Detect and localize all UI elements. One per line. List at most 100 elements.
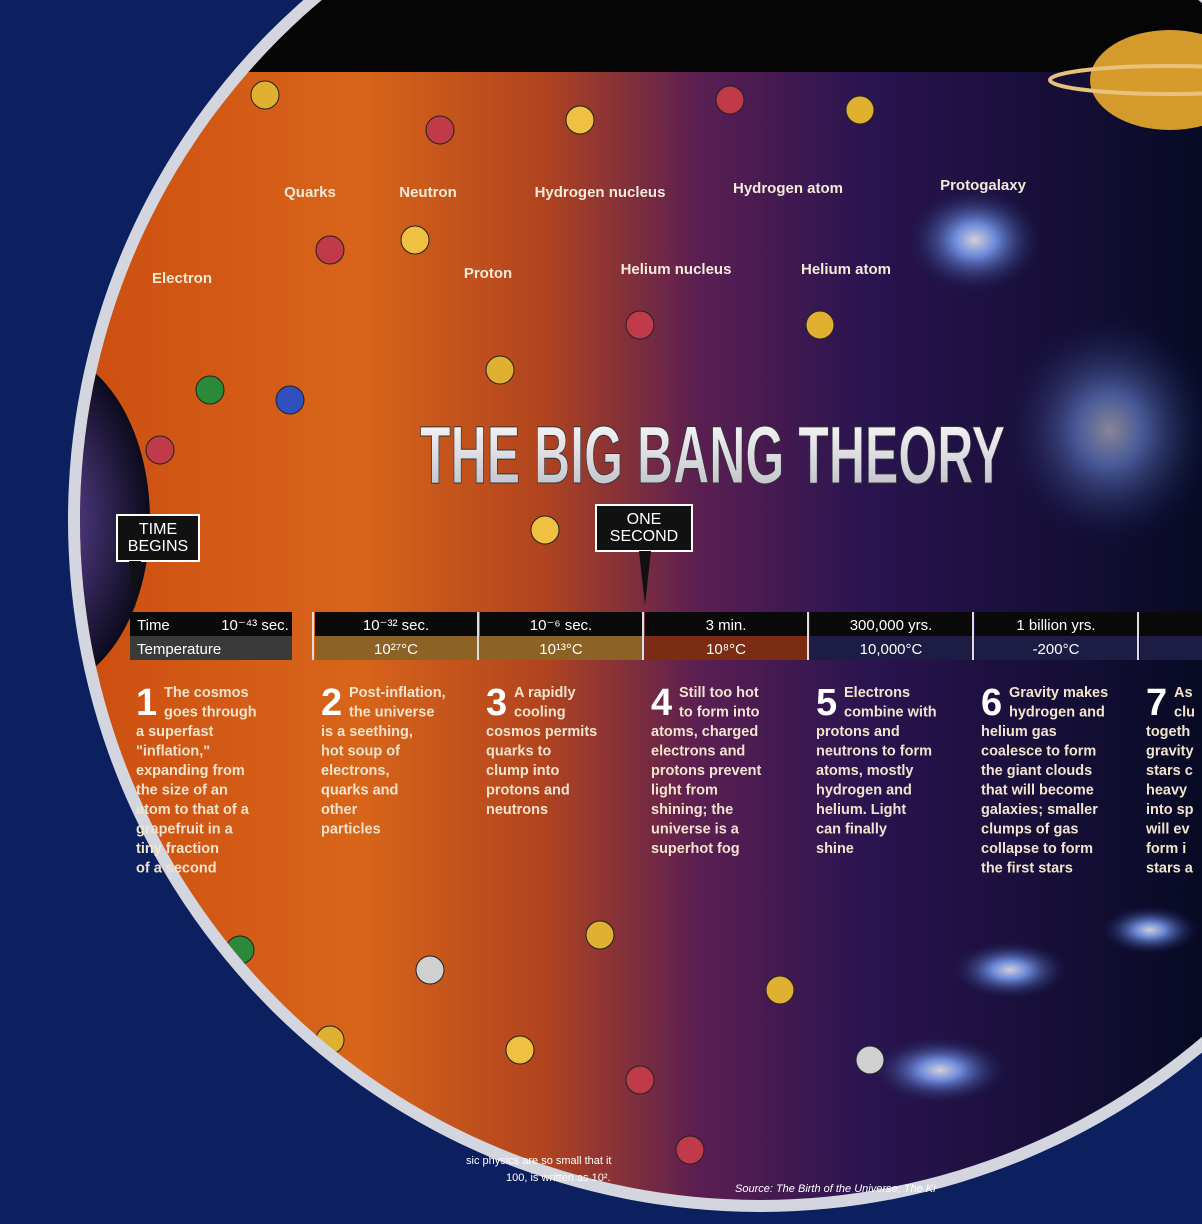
step-number: 6 (981, 682, 1002, 724)
source: Source: The Birth of the Universe; The K… (735, 1183, 936, 1195)
step-text: the universe (349, 705, 434, 721)
particle-label: Hydrogen atom (733, 180, 843, 197)
step-text: galaxies; smaller (981, 802, 1098, 818)
marker-text: TIME (139, 521, 177, 538)
protogalaxy-swirl (905, 185, 1045, 295)
step-text: protons prevent (651, 763, 762, 779)
step-text: helium. Light (816, 802, 906, 818)
particle (566, 106, 594, 134)
step-text: The cosmos (164, 685, 249, 701)
step-text: clu (1174, 705, 1195, 721)
step-text: form i (1146, 841, 1186, 857)
step-text: that will become (981, 783, 1094, 799)
particle-label: Proton (464, 265, 512, 282)
particle (846, 96, 874, 124)
step-text: to form into (679, 705, 760, 721)
step-text: quarks to (486, 744, 551, 760)
particle (276, 386, 304, 414)
time-value: 10⁻⁶ sec. (530, 617, 592, 634)
particle (766, 976, 794, 1004)
marker-text: BEGINS (128, 538, 188, 555)
step-number: 1 (136, 682, 157, 724)
step-text: clump into (486, 763, 559, 779)
particle (586, 921, 614, 949)
step-text: the giant clouds (981, 763, 1092, 779)
step-text: cooling (514, 705, 566, 721)
step-text: Post-inflation, (349, 685, 446, 701)
step-text: atoms, charged (651, 724, 758, 740)
particle-label: Neutron (399, 184, 457, 201)
step-text: shining; the (651, 802, 733, 818)
step-text: is a seething, (321, 724, 413, 740)
step-text: electrons and (651, 744, 745, 760)
particle (196, 376, 224, 404)
step-text: combine with (844, 705, 937, 721)
particle (316, 236, 344, 264)
step-text: particles (321, 822, 381, 838)
step-text: heavy (1146, 783, 1187, 799)
step-text: togeth (1146, 724, 1190, 740)
time-value: 3 min. (706, 617, 747, 634)
particle (416, 956, 444, 984)
top-band (0, 0, 1202, 72)
particle (856, 1046, 884, 1074)
particle (251, 81, 279, 109)
step-text: Still too hot (679, 685, 759, 701)
temperature-value: 10¹³°C (539, 641, 583, 658)
marker-text: SECOND (610, 528, 678, 545)
step-text: collapse to form (981, 841, 1093, 857)
particle (126, 161, 154, 189)
time-value: 10⁻³² sec. (363, 617, 429, 634)
step-text: the size of an (136, 783, 228, 799)
step-text: helium gas (981, 724, 1057, 740)
time-value: 300,000 yrs. (850, 617, 933, 634)
step-text: hydrogen and (816, 783, 912, 799)
particle (531, 516, 559, 544)
time-value: 10⁻⁴³ sec. (221, 617, 289, 634)
step-text: grapefruit in a (136, 822, 234, 838)
step-text: other (321, 802, 358, 818)
step-text: tiny fraction (136, 841, 219, 857)
step-text: cosmos permits (486, 724, 597, 740)
step-text: neutrons (486, 802, 548, 818)
particle (401, 226, 429, 254)
footnote: 100, is written as 10². (506, 1172, 611, 1184)
step-text: can finally (816, 822, 887, 838)
particle-label: Protogalaxy (940, 177, 1027, 194)
step-text: light from (651, 783, 718, 799)
particle-label: Hydrogen nucleus (535, 184, 666, 201)
step-text: clumps of gas (981, 822, 1079, 838)
step-text: shine (816, 841, 854, 857)
step-number: 7 (1146, 682, 1167, 724)
particle (626, 311, 654, 339)
temperature-value: 10⁸°C (706, 641, 746, 658)
step-text: neutrons to form (816, 744, 932, 760)
step-text: a superfast (136, 724, 214, 740)
step-text: the first stars (981, 861, 1073, 877)
step-text: Electrons (844, 685, 910, 701)
temperature-value: 10,000°C (860, 641, 923, 658)
row-label: Time (137, 617, 170, 634)
title: THE BIG BANG THEORY (420, 410, 1005, 501)
step-text: protons and (816, 724, 900, 740)
step-text: "inflation," (136, 744, 210, 760)
temperature-value: 10²⁷°C (374, 641, 418, 658)
footnote: sic physics are so small that it (466, 1155, 612, 1167)
particle (716, 86, 744, 114)
page: QuarksNeutronHydrogen nucleusHydrogen at… (0, 0, 1202, 1224)
step-number: 4 (651, 682, 672, 724)
step-text: Gravity makes (1009, 685, 1108, 701)
particle-label: Helium atom (801, 261, 891, 278)
step-text: into sp (1146, 802, 1194, 818)
galaxy (870, 1035, 1010, 1105)
step-text: expanding from (136, 763, 245, 779)
particle (486, 356, 514, 384)
temperature-cell (1140, 636, 1202, 660)
step-text: stars c (1146, 763, 1193, 779)
time-value: 1 billion yrs. (1016, 617, 1095, 634)
step-number: 5 (816, 682, 837, 724)
step-number: 2 (321, 682, 342, 724)
particle-label: Helium nucleus (621, 261, 732, 278)
step-text: hot soup of (321, 744, 400, 760)
step-text: As (1174, 685, 1193, 701)
